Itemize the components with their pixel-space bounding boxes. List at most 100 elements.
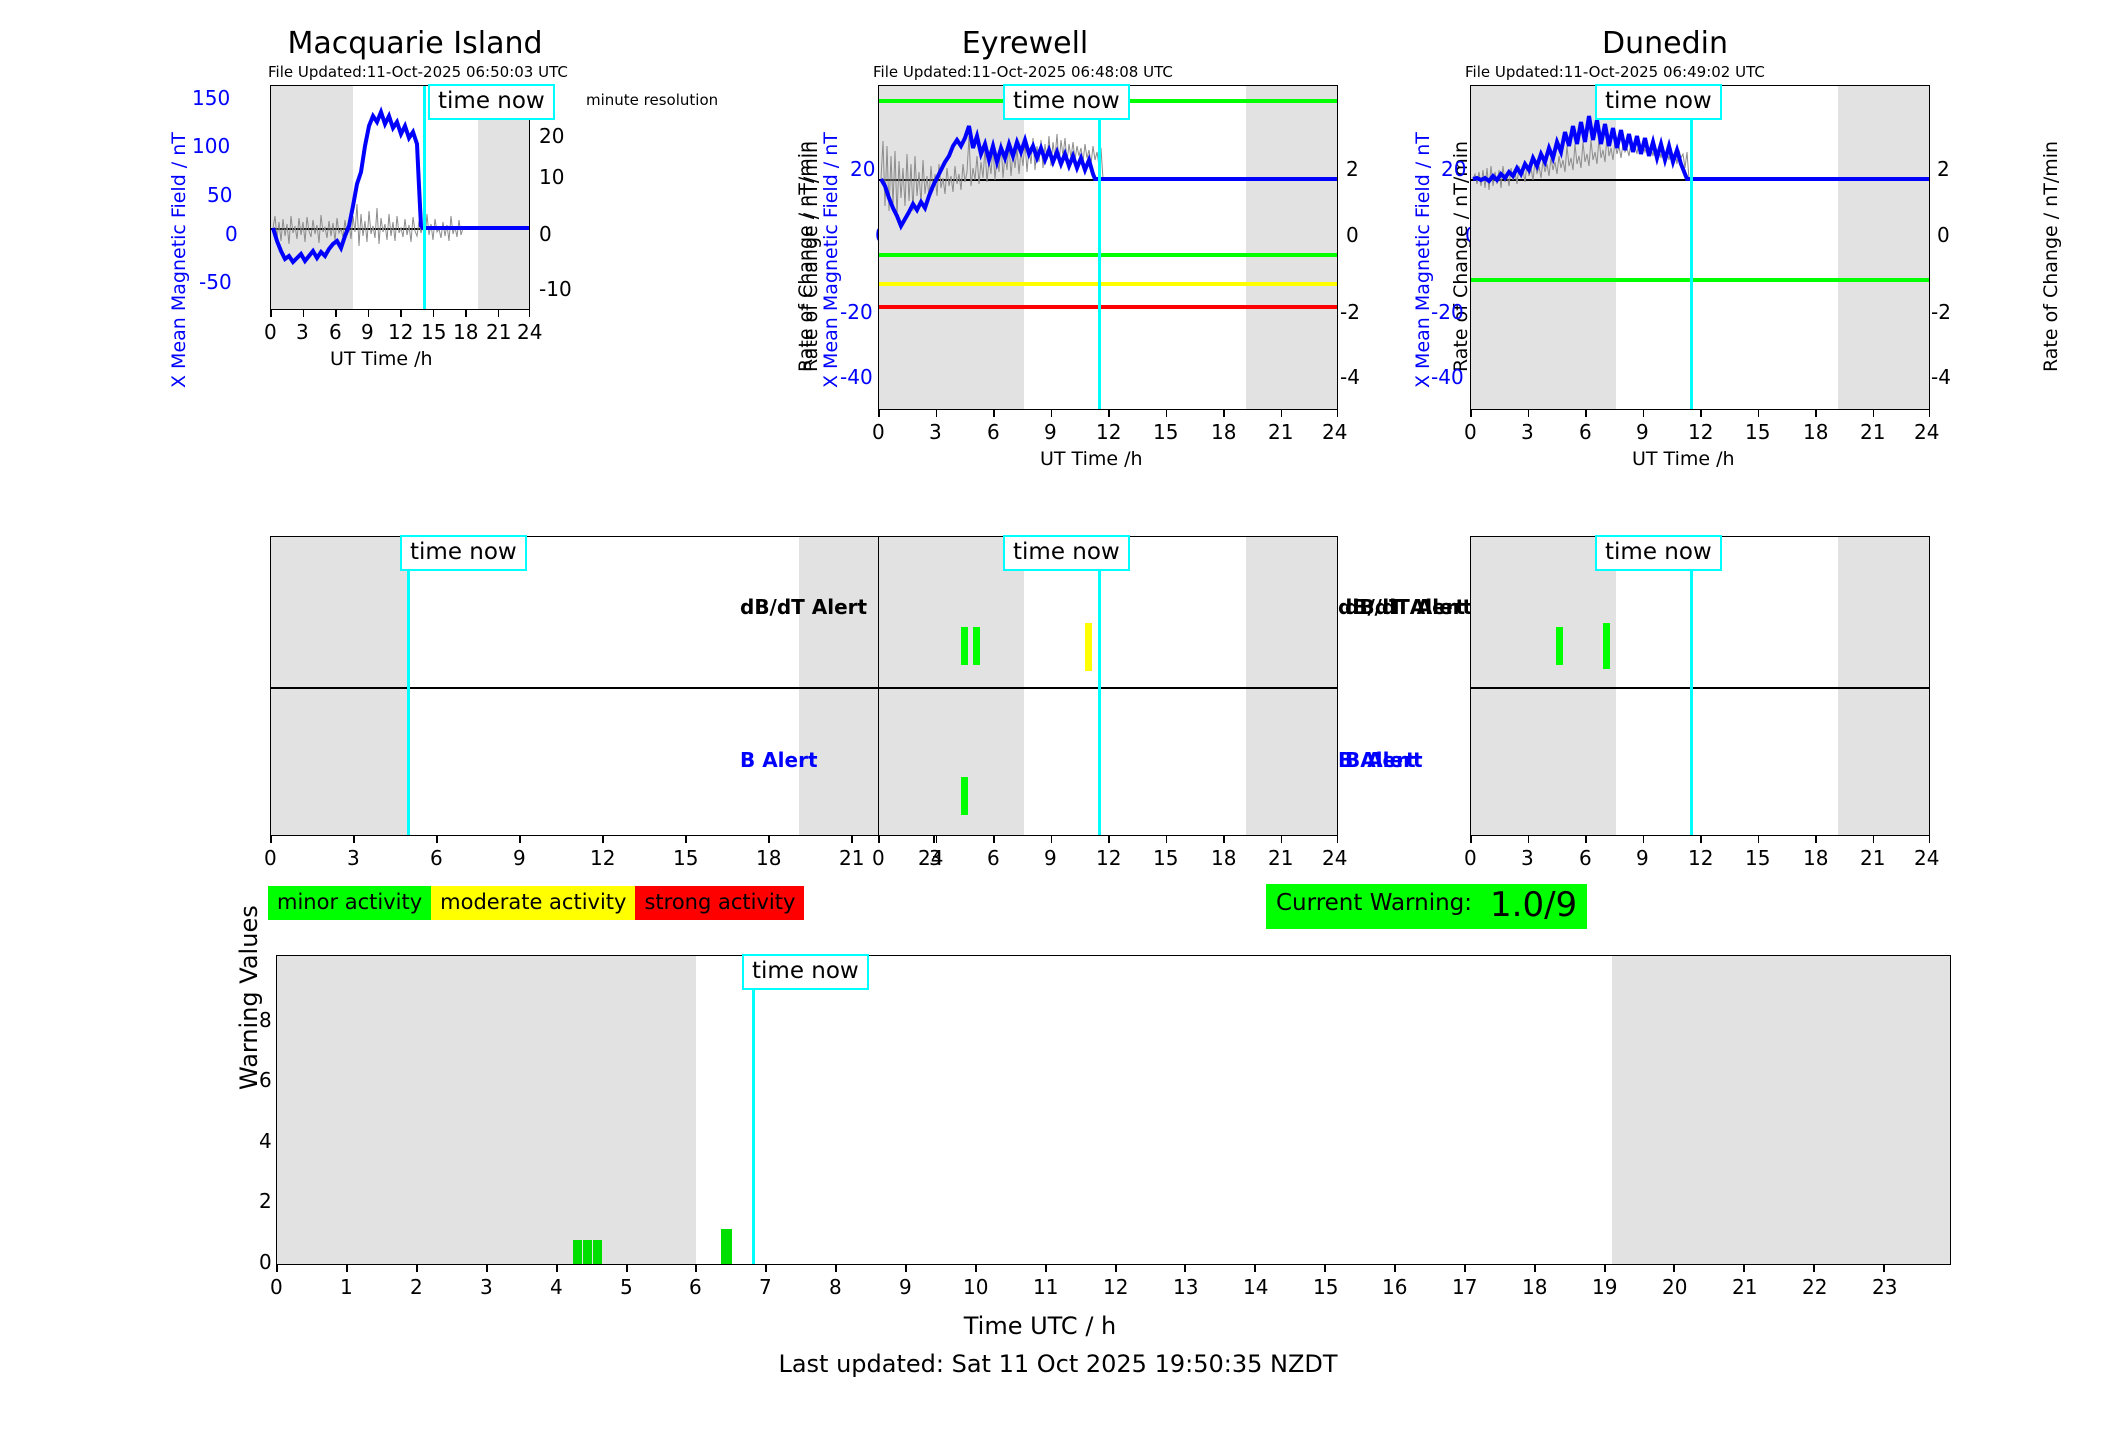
xtick-dunedin-1: 3 [1521, 420, 1534, 444]
xtick-alert-ey-5: 15 [1153, 846, 1179, 870]
threshold-line-yellow [879, 282, 1337, 286]
alert-divider [879, 687, 1337, 689]
xaxis-macquarie [270, 310, 530, 356]
ytick-dunedin-2: -20 [1431, 300, 1464, 324]
xtick-warn-15: 15 [1313, 1275, 1339, 1299]
xtick-warn-14: 14 [1243, 1275, 1269, 1299]
xtick-alert-ey-8: 24 [1322, 846, 1348, 870]
time-now-line [1690, 537, 1693, 835]
xtick-alert-mq-5: 15 [673, 846, 699, 870]
file-updated-dunedin: File Updated:11-Oct-2025 06:49:02 UTC [1465, 63, 1765, 81]
night-shading-early [277, 956, 696, 1264]
night-shading-early [1471, 537, 1616, 835]
xtick-warn-20: 20 [1662, 1275, 1688, 1299]
xtick-eyrewell-7: 21 [1268, 420, 1294, 444]
alert-bar-dbdt [1085, 623, 1092, 671]
yaxis-label-macquarie-left: X Mean Magnetic Field / nT [168, 132, 190, 388]
mean-field-trace [271, 106, 425, 266]
mean-field-flat-segment [421, 226, 529, 230]
xtick-eyrewell-5: 15 [1153, 420, 1179, 444]
ytick2-macquarie-0: 20 [539, 124, 565, 148]
night-shading-late [1246, 86, 1337, 409]
alert-bar-dbdt [1556, 627, 1563, 665]
resolution-note-macquarie: minute resolution [586, 91, 719, 109]
mean-field-flat-segment [1687, 177, 1929, 181]
ytick-warning-2: 4 [259, 1129, 272, 1153]
plot-warning-values[interactable] [276, 955, 1951, 1265]
ytick2-eyrewell-1: 0 [1346, 223, 1359, 247]
xtick-warn-18: 18 [1522, 1275, 1548, 1299]
ytick-warning-1: 6 [259, 1068, 272, 1092]
xtick-warn-16: 16 [1382, 1275, 1408, 1299]
yaxis-label-warning-values: Warning Values [235, 905, 263, 1090]
ytick-dunedin-0: 20 [1441, 157, 1467, 181]
ytick-macquarie-4: -50 [199, 270, 232, 294]
current-warning-badge[interactable]: Current Warning: 1.0/9 [1266, 884, 1588, 929]
xtick-alert-dn-5: 15 [1745, 846, 1771, 870]
alert-panel-dunedin[interactable] [1470, 536, 1930, 836]
xtick-eyrewell-8: 24 [1322, 420, 1348, 444]
alert-bar-dbdt [961, 627, 968, 665]
ytick2-macquarie-1: 10 [539, 165, 565, 189]
xtick-alert-mq-8: 24 [918, 846, 944, 870]
xtick-warn-8: 8 [829, 1275, 842, 1299]
xtick-eyrewell-4: 12 [1096, 420, 1122, 444]
yaxis-label-dunedin-right: Rate of Change / nT/min [2040, 140, 2062, 372]
xtick-alert-dn-4: 12 [1688, 846, 1714, 870]
xtick-dunedin-6: 18 [1803, 420, 1829, 444]
alert-label-dbdt-dunedin-right: dB/dT Alert [1338, 595, 1466, 619]
xtick-eyrewell-3: 9 [1044, 420, 1057, 444]
alert-label-dbdt-macquarie: dB/dT Alert [740, 595, 868, 619]
mean-field-trace [1472, 115, 1689, 184]
xtick-warn-4: 4 [550, 1275, 563, 1299]
night-shading-early [879, 537, 1024, 835]
xtick-macquarie-7: 21 [486, 320, 512, 344]
alert-panel-macquarie[interactable] [270, 536, 935, 836]
rate-of-change-trace [272, 203, 473, 247]
time-now-callout-alert-macquarie: time now [400, 535, 527, 572]
alert-label-b-macquarie: B Alert [740, 748, 818, 772]
night-shading-early [879, 86, 1024, 409]
last-updated-footer: Last updated: Sat 11 Oct 2025 19:50:35 N… [778, 1350, 1338, 1378]
alert-bar-dbdt [973, 627, 980, 665]
threshold-line-green [1471, 278, 1929, 282]
plot-dunedin-timeseries[interactable] [1470, 85, 1930, 410]
xtick-alert-dn-2: 6 [1579, 846, 1592, 870]
plot-macquarie-timeseries[interactable] [270, 85, 530, 310]
legend-chip-moderate[interactable]: moderate activity [431, 886, 636, 920]
time-now-callout-warning: time now [742, 954, 869, 991]
xtick-warn-17: 17 [1452, 1275, 1478, 1299]
night-shading-late [1612, 956, 1950, 1264]
plot-eyrewell-timeseries[interactable] [878, 85, 1338, 410]
xtick-warn-21: 21 [1732, 1275, 1758, 1299]
xtick-dunedin-8: 24 [1914, 420, 1940, 444]
xaxis-alert-eyrewell [878, 836, 1338, 876]
alert-divider [271, 687, 934, 689]
time-now-callout-dunedin: time now [1595, 84, 1722, 121]
warning-bar [583, 1240, 592, 1264]
xtick-macquarie-5: 15 [421, 320, 447, 344]
alert-bar-b [961, 777, 968, 815]
xtick-alert-ey-3: 9 [1044, 846, 1057, 870]
xtick-alert-dn-7: 21 [1860, 846, 1886, 870]
time-now-callout-alert-eyrewell: time now [1003, 535, 1130, 572]
xtick-alert-mq-4: 12 [590, 846, 616, 870]
time-now-callout-eyrewell: time now [1003, 84, 1130, 121]
ytick2-dunedin-2: -2 [1931, 300, 1951, 324]
xtick-dunedin-4: 12 [1688, 420, 1714, 444]
legend-chip-strong[interactable]: strong activity [635, 886, 805, 920]
current-warning-value: 1.0/9 [1482, 884, 1588, 929]
xtick-eyrewell-6: 18 [1211, 420, 1237, 444]
legend-chip-minor[interactable]: minor activity [268, 886, 432, 920]
xtick-alert-ey-0: 0 [872, 846, 885, 870]
xtick-dunedin-7: 21 [1860, 420, 1886, 444]
xtick-macquarie-3: 9 [361, 320, 374, 344]
alert-panel-eyrewell[interactable] [878, 536, 1338, 836]
night-shading-early [271, 86, 353, 309]
xtick-alert-dn-8: 24 [1914, 846, 1940, 870]
night-shading-early [271, 537, 408, 835]
xtick-macquarie-1: 3 [296, 320, 309, 344]
xaxis-warning-values [276, 1265, 1951, 1305]
xtick-macquarie-6: 18 [453, 320, 479, 344]
warning-bar [721, 1229, 732, 1264]
